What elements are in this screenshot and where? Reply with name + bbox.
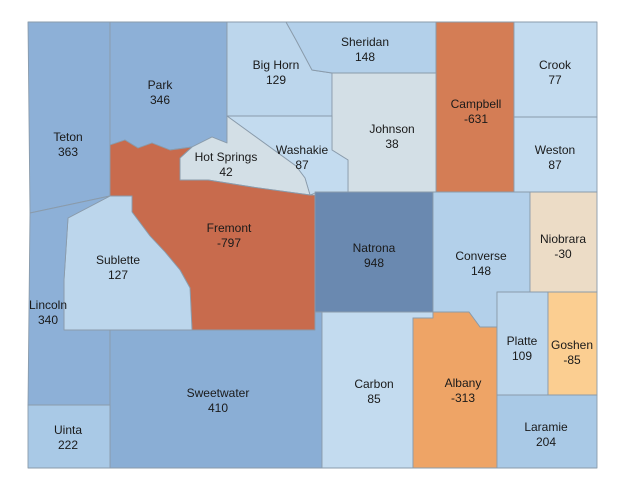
county-laramie xyxy=(496,394,598,469)
county-name-johnson: Johnson xyxy=(369,122,414,136)
county-name-hot-springs: Hot Springs xyxy=(195,150,258,164)
county-value-weston: 87 xyxy=(548,158,562,172)
county-name-weston: Weston xyxy=(535,143,575,157)
county-name-crook: Crook xyxy=(539,58,572,72)
county-value-goshen: -85 xyxy=(563,353,581,367)
county-name-natrona: Natrona xyxy=(353,241,396,255)
county-value-sheridan: 148 xyxy=(355,50,375,64)
county-value-platte: 109 xyxy=(512,349,532,363)
county-value-campbell: -631 xyxy=(464,112,488,126)
county-name-sheridan: Sheridan xyxy=(341,35,389,49)
county-name-washakie: Washakie xyxy=(276,143,329,157)
county-teton xyxy=(27,21,111,214)
county-value-niobrara: -30 xyxy=(554,247,572,261)
county-value-lincoln: 340 xyxy=(38,313,58,327)
county-value-big-horn: 129 xyxy=(266,73,286,87)
county-value-laramie: 204 xyxy=(536,435,556,449)
county-name-lincoln: Lincoln xyxy=(29,298,67,312)
county-value-teton: 363 xyxy=(58,145,78,159)
county-name-albany: Albany xyxy=(445,376,482,390)
county-value-uinta: 222 xyxy=(58,438,78,452)
county-name-sublette: Sublette xyxy=(96,253,140,267)
county-name-uinta: Uinta xyxy=(54,423,82,437)
county-uinta xyxy=(27,404,111,469)
county-value-crook: 77 xyxy=(548,73,562,87)
county-name-niobrara: Niobrara xyxy=(540,232,586,246)
county-name-platte: Platte xyxy=(507,334,538,348)
county-name-carbon: Carbon xyxy=(354,377,393,391)
county-value-washakie: 87 xyxy=(295,158,309,172)
county-value-converse: 148 xyxy=(471,264,491,278)
county-value-sweetwater: 410 xyxy=(208,401,228,415)
county-name-park: Park xyxy=(148,78,174,92)
county-value-johnson: 38 xyxy=(385,137,399,151)
county-name-sweetwater: Sweetwater xyxy=(187,386,250,400)
county-value-albany: -313 xyxy=(451,391,475,405)
county-name-laramie: Laramie xyxy=(524,420,568,434)
county-name-teton: Teton xyxy=(53,130,82,144)
county-name-campbell: Campbell xyxy=(451,97,502,111)
county-value-hot-springs: 42 xyxy=(219,165,233,179)
county-name-fremont: Fremont xyxy=(207,221,252,235)
county-value-carbon: 85 xyxy=(367,392,381,406)
county-name-converse: Converse xyxy=(455,249,507,263)
county-name-goshen: Goshen xyxy=(551,338,593,352)
county-value-fremont: -797 xyxy=(217,236,241,250)
county-name-big-horn: Big Horn xyxy=(253,58,300,72)
county-value-natrona: 948 xyxy=(364,256,384,270)
county-value-park: 346 xyxy=(150,93,170,107)
county-value-sublette: 127 xyxy=(108,268,128,282)
county-albany xyxy=(412,311,498,469)
